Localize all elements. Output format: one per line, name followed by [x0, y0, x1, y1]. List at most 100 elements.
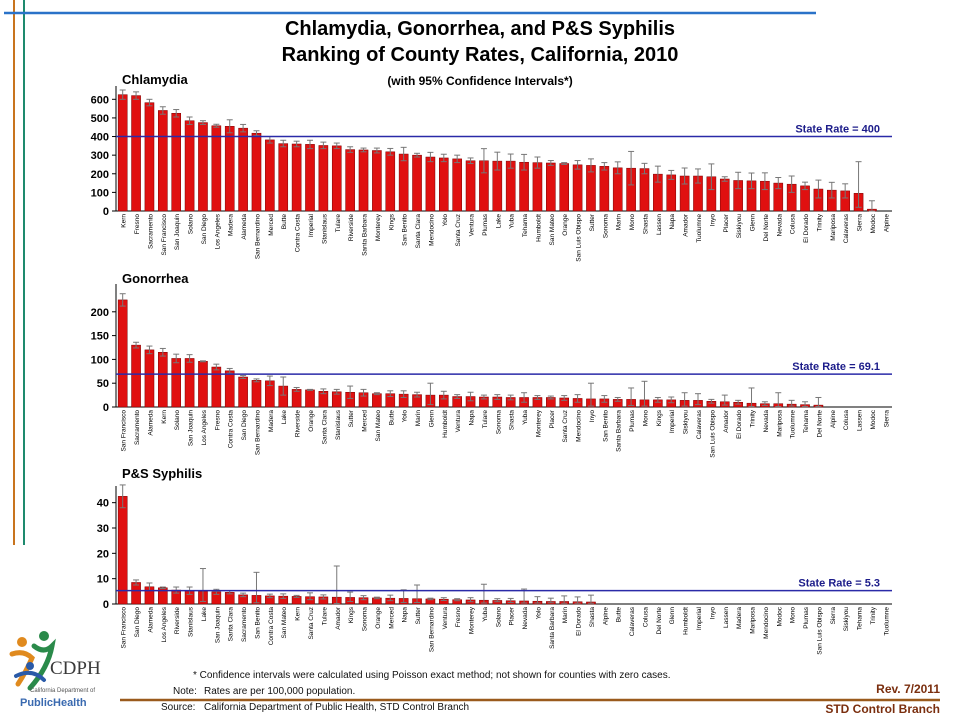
category-label: El Dorado [803, 214, 810, 243]
category-label: Alpine [830, 410, 837, 428]
note-text: Rates are per 100,000 population. [204, 686, 356, 697]
logo-initials: CDPH [50, 658, 101, 679]
category-label: Ventura [469, 214, 476, 237]
state-rate-label: State Rate = 69.1 [792, 361, 880, 373]
category-label: Lassen [723, 607, 730, 628]
page-subtitle: (with 95% Confidence Intervals*) [387, 74, 573, 88]
category-label: Plumas [803, 606, 810, 628]
bar [532, 162, 543, 212]
category-label: Marin [616, 214, 623, 231]
category-label: Alameda [147, 410, 154, 436]
y-tick-label: 200 [91, 169, 109, 181]
chart-title: P&S Syphilis [122, 466, 202, 481]
category-label: Colusa [642, 607, 649, 628]
y-tick-label: 40 [97, 498, 109, 510]
bar [224, 126, 235, 212]
category-label: Humboldt [535, 214, 542, 242]
category-label: San Benito [602, 410, 609, 442]
category-label: Santa Clara [228, 607, 235, 642]
category-label: Monterey [535, 409, 542, 437]
category-label: Shasta [509, 410, 516, 431]
category-label: Colusa [790, 214, 797, 235]
state-rate-label: State Rate = 400 [795, 124, 880, 136]
category-label: San Joaquin [174, 214, 181, 251]
category-label: El Dorado [576, 607, 583, 636]
y-tick-label: 20 [97, 548, 109, 560]
page-title-line1: Chlamydia, Gonorrhea, and P&S Syphilis [284, 18, 676, 40]
category-label: San Francisco [121, 607, 128, 649]
category-label: San Bernardino [428, 607, 435, 653]
category-label: Tuolumne [883, 607, 890, 636]
category-label: Tulare [335, 214, 342, 233]
category-label: San Diego [241, 410, 248, 441]
category-label: San Joaquin [188, 410, 195, 447]
bar [211, 125, 222, 212]
category-label: Fresno [455, 607, 462, 628]
bar [131, 344, 141, 408]
category-label: San Bernardino [254, 410, 261, 456]
category-label: Tulare [482, 410, 489, 429]
y-tick-label: 0 [103, 599, 109, 611]
bar [144, 349, 155, 408]
y-tick-label: 100 [91, 187, 109, 199]
category-label: Mariposa [750, 607, 757, 634]
category-label: Mariposa [830, 214, 837, 241]
category-label: Orange [375, 607, 382, 629]
category-label: Napa [669, 214, 676, 230]
chart-title: Gonorrhea [122, 271, 189, 286]
bar [345, 149, 355, 212]
category-label: San Mateo [281, 607, 288, 639]
category-label: Santa Barbara [616, 410, 623, 452]
bar [251, 380, 262, 408]
category-label: Sonoma [362, 607, 369, 632]
logo-line1: California Department of [30, 688, 95, 694]
category-label: Santa Barbara [549, 607, 556, 649]
category-label: Glenn [669, 607, 676, 625]
category-label: San Bernardino [254, 214, 261, 260]
category-label: Sacramento [241, 607, 248, 642]
bar [131, 95, 141, 212]
category-label: Los Angeles [161, 606, 168, 642]
logo-figure-green-icon [39, 631, 49, 641]
category-label: Tehama [857, 607, 864, 631]
bar [385, 151, 396, 212]
bar [372, 393, 382, 408]
category-label: Inyo [709, 607, 716, 620]
category-label: San Benito [402, 214, 409, 246]
category-label: Lake [281, 410, 288, 424]
category-label: Alameda [241, 214, 248, 240]
category-label: Colusa [843, 410, 850, 431]
category-label: Butte [388, 410, 395, 426]
category-label: Santa Cruz [308, 607, 315, 640]
y-tick-label: 30 [97, 523, 109, 535]
category-label: Trinity [750, 409, 757, 427]
category-label: Calaveras [843, 213, 850, 243]
category-label: Siskiyou [683, 410, 690, 435]
category-label: Sutter [589, 213, 596, 231]
bar [425, 156, 436, 212]
bar [158, 352, 168, 408]
category-label: Sonoma [602, 214, 609, 239]
category-label: Sierra [830, 607, 837, 625]
category-label: San Francisco [121, 410, 128, 452]
category-label: Siskiyou [843, 607, 850, 632]
category-label: San Francisco [161, 214, 168, 256]
bar [452, 158, 462, 212]
bar [318, 145, 329, 212]
category-label: Plumas [629, 409, 636, 431]
category-label: Tuolumne [696, 214, 703, 243]
source-label: Source: [161, 702, 196, 713]
bar [438, 157, 449, 212]
y-tick-label: 10 [97, 574, 109, 586]
category-label: Mariposa [776, 410, 783, 437]
category-label: Lake [495, 214, 502, 228]
bar [198, 361, 208, 408]
category-label: Humboldt [442, 410, 449, 438]
category-label: San Mateo [549, 214, 556, 246]
category-label: Los Angeles [214, 213, 221, 249]
category-label: Humboldt [683, 607, 690, 635]
bar [211, 366, 222, 408]
category-label: Fresno [134, 214, 141, 235]
category-label: Stanislaus [188, 606, 195, 637]
